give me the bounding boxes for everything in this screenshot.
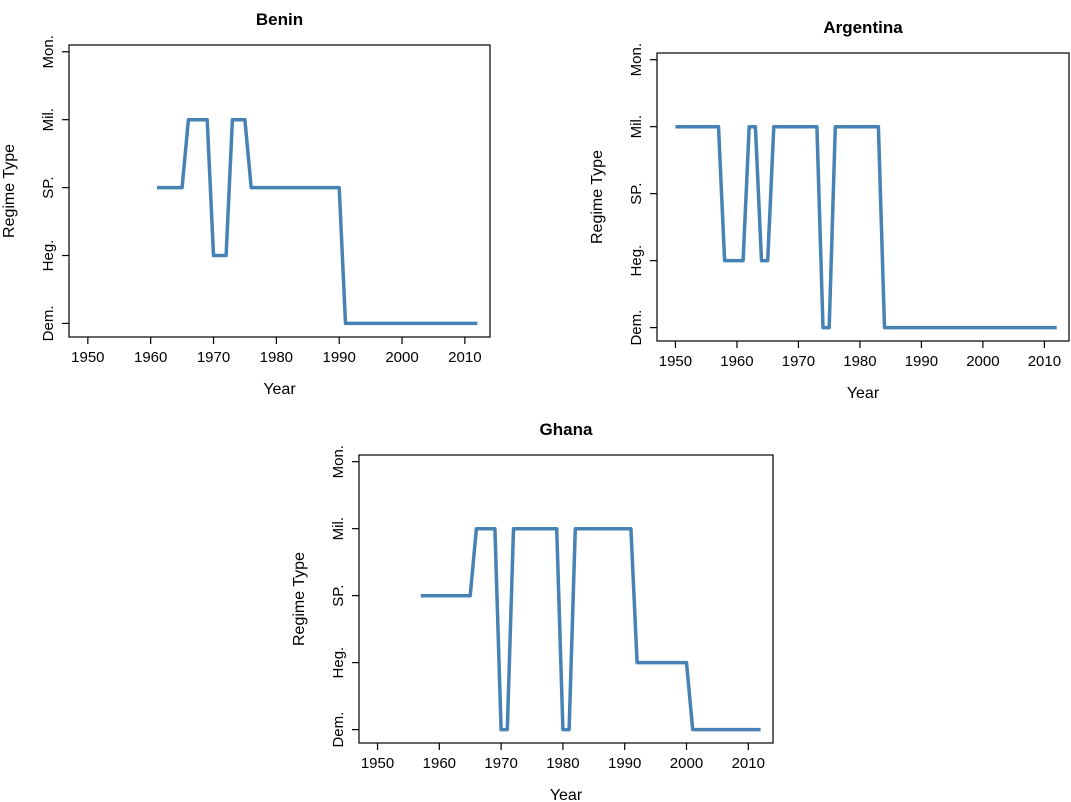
chart-title: Ghana bbox=[540, 420, 593, 439]
plot-frame bbox=[656, 52, 1070, 342]
y-tick-label: Mon. bbox=[330, 445, 347, 478]
series-line bbox=[675, 124, 1057, 330]
x-tick-label: 1960 bbox=[134, 349, 167, 366]
y-tick-label: Mil. bbox=[40, 108, 57, 131]
y-tick-label: Mon. bbox=[628, 43, 645, 76]
x-tick-label: 1990 bbox=[323, 349, 356, 366]
plot-frame bbox=[358, 454, 774, 744]
chart-title: Argentina bbox=[823, 18, 903, 37]
chart-title: Benin bbox=[256, 10, 303, 29]
y-tick-label: Dem. bbox=[330, 712, 347, 748]
x-tick-label: 1970 bbox=[782, 353, 815, 370]
series-line bbox=[157, 117, 478, 326]
x-tick-label: 2010 bbox=[732, 755, 765, 772]
x-tick-label: 1970 bbox=[197, 349, 230, 366]
y-axis-label: Regime Type bbox=[589, 150, 606, 244]
y-tick-label: Dem. bbox=[40, 305, 57, 341]
x-tick-label: 1990 bbox=[608, 755, 641, 772]
y-axis-label: Regime Type bbox=[1, 144, 18, 238]
y-tick-label: SP. bbox=[40, 176, 57, 198]
x-tick-label: 1980 bbox=[546, 755, 579, 772]
chart-2: Ghana Year Regime Type 1950 1960 1970 1980 1990… bbox=[291, 420, 774, 802]
x-tick-label: 1980 bbox=[260, 349, 293, 366]
x-tick-label: 1950 bbox=[71, 349, 104, 366]
x-tick-label: 2000 bbox=[966, 353, 999, 370]
x-tick-label: 1990 bbox=[905, 353, 938, 370]
y-axis-label: Regime Type bbox=[291, 552, 308, 646]
y-tick-label: SP. bbox=[330, 585, 347, 607]
chart-1: Argentina Year Regime Type 1950 1960 1970 1980… bbox=[589, 18, 1070, 402]
y-tick-label: Mil. bbox=[330, 517, 347, 540]
y-tick-label: Mon. bbox=[40, 35, 57, 68]
y-tick-label: Mil. bbox=[628, 115, 645, 138]
chart-0: Benin Year Regime Type 1950 1960 1970 1980 1990… bbox=[1, 10, 491, 398]
x-tick-label: 1980 bbox=[843, 353, 876, 370]
x-axis-label: Year bbox=[847, 385, 880, 402]
x-tick-label: 1970 bbox=[484, 755, 517, 772]
y-tick-label: Dem. bbox=[628, 310, 645, 346]
y-tick-label: Heg. bbox=[330, 647, 347, 679]
x-tick-label: 1950 bbox=[361, 755, 394, 772]
y-tick-label: Heg. bbox=[628, 245, 645, 277]
x-tick-label: 2000 bbox=[670, 755, 703, 772]
y-tick-label: SP. bbox=[628, 183, 645, 205]
x-tick-label: 2000 bbox=[385, 349, 418, 366]
series-line bbox=[420, 526, 761, 732]
x-tick-label: 2010 bbox=[1028, 353, 1061, 370]
x-axis-label: Year bbox=[550, 787, 583, 802]
y-tick-label: Heg. bbox=[40, 240, 57, 272]
x-axis-label: Year bbox=[263, 381, 296, 398]
x-tick-label: 1960 bbox=[423, 755, 456, 772]
x-tick-label: 2010 bbox=[448, 349, 481, 366]
x-tick-label: 1950 bbox=[659, 353, 692, 370]
x-tick-label: 1960 bbox=[720, 353, 753, 370]
plot-frame bbox=[68, 44, 491, 338]
